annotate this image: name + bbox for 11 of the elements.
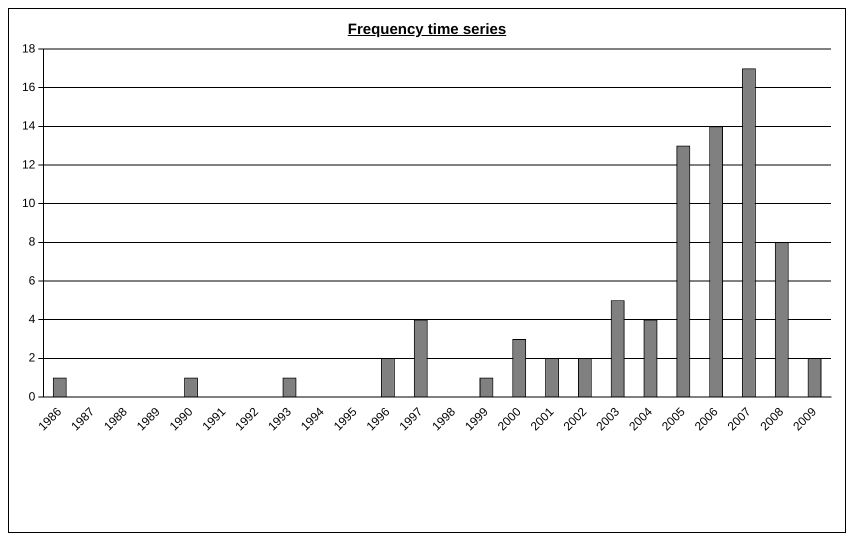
y-tick-label: 14 <box>22 118 36 133</box>
y-tick-label: 6 <box>28 273 36 288</box>
chart-title: Frequency time series <box>346 21 508 38</box>
y-tick-label: 16 <box>22 80 36 94</box>
y-tick-label: 18 <box>22 41 36 56</box>
y-tick-label: 0 <box>28 389 36 404</box>
y-tick-label: 12 <box>22 157 36 172</box>
y-tick-label: 10 <box>22 196 36 210</box>
y-tick-label: 8 <box>28 234 36 249</box>
y-tick-label: 2 <box>28 350 36 365</box>
y-tick-label: 4 <box>28 312 36 326</box>
